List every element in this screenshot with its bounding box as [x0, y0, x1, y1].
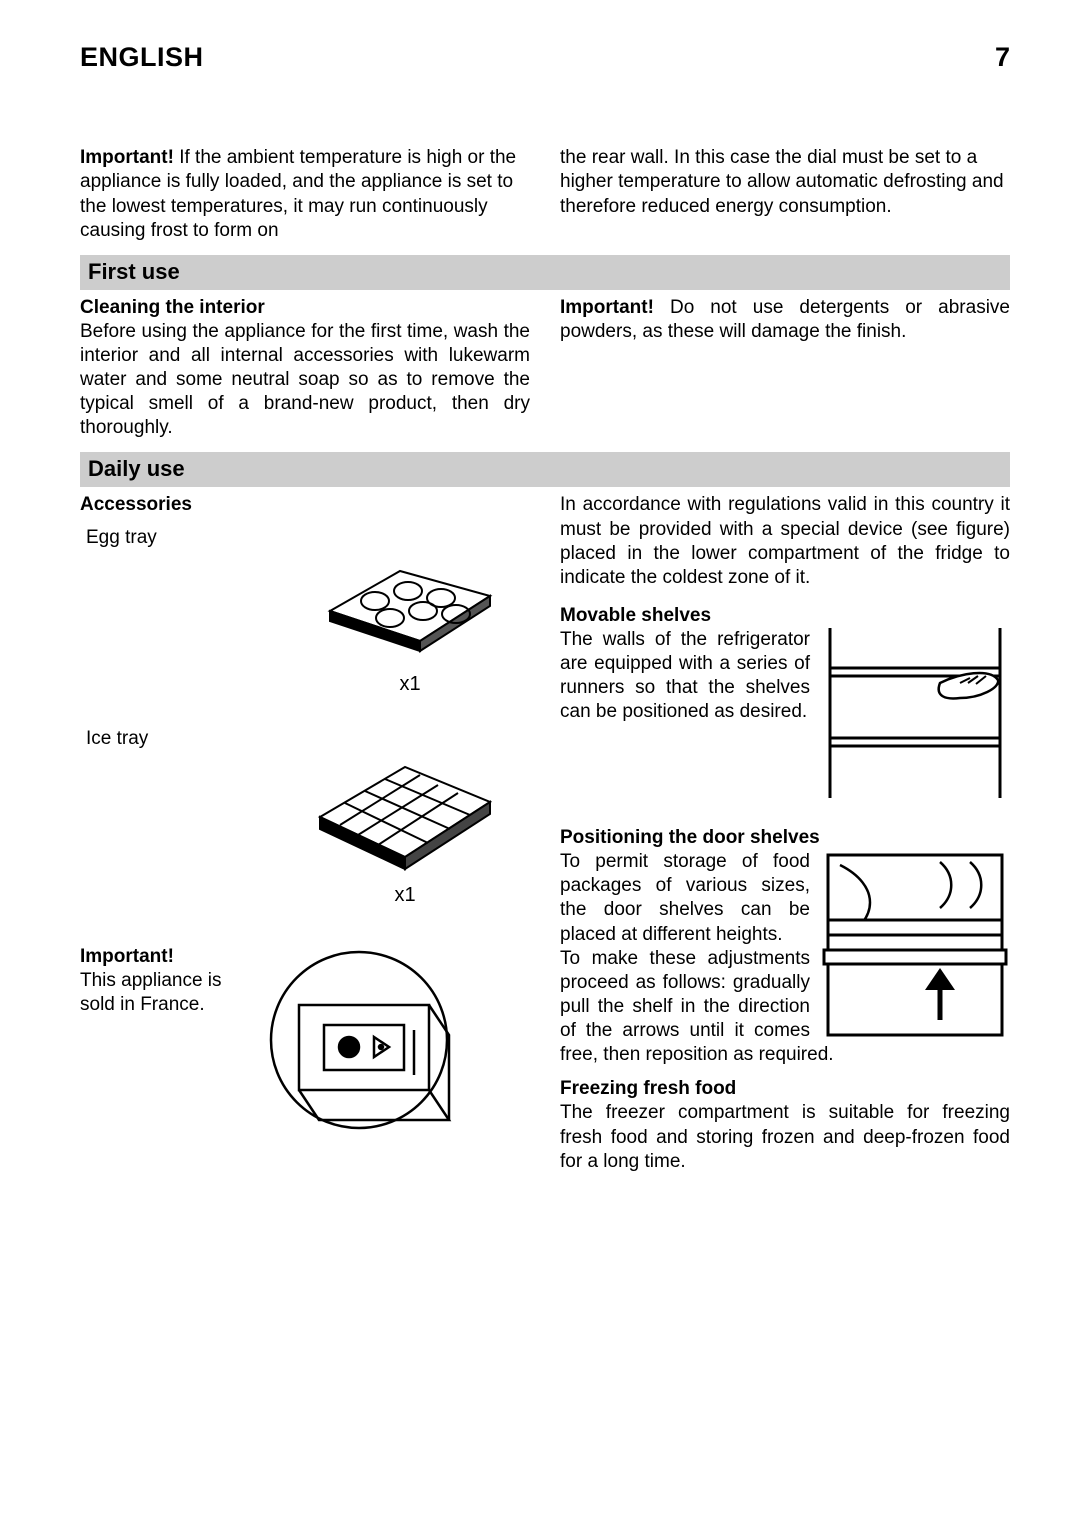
ice-tray-qty: x1	[310, 883, 500, 908]
first-use-important: Important! Do not use detergents or abra…	[560, 296, 1010, 344]
header-language: ENGLISH	[80, 40, 204, 74]
intro-strong: Important!	[80, 147, 174, 168]
section-daily-use: Daily use	[80, 452, 1010, 487]
egg-tray-row: Egg tray x1	[80, 526, 530, 698]
egg-tray-icon	[320, 556, 500, 666]
fridge-compartment-icon	[264, 945, 474, 1165]
intro-block: Important! If the ambient temperature is…	[80, 146, 1010, 243]
freezing-body: The freezer compartment is suitable for …	[560, 1101, 1010, 1173]
cleaning-interior-title: Cleaning the interior	[80, 296, 530, 320]
header-page-number: 7	[995, 40, 1010, 74]
movable-shelves-title: Movable shelves	[560, 604, 1010, 628]
accessories-title: Accessories	[80, 493, 530, 517]
egg-tray-label: Egg tray	[86, 526, 530, 550]
france-row: Important! This appliance is sold in Fra…	[80, 945, 530, 1165]
first-use-important-strong: Important!	[560, 297, 654, 318]
france-important-strong: Important!	[80, 945, 250, 969]
section-first-use: First use	[80, 255, 1010, 290]
egg-tray-qty: x1	[320, 672, 500, 697]
page-header: ENGLISH 7	[80, 40, 1010, 74]
intro-col1: Important! If the ambient temperature is…	[80, 146, 530, 243]
door-shelves-icon	[820, 850, 1010, 1040]
freezing-title: Freezing fresh food	[560, 1077, 1010, 1101]
intro-col2: the rear wall. In this case the dial mus…	[560, 146, 1010, 218]
ice-tray-label: Ice tray	[86, 727, 530, 751]
movable-shelves-block: The walls of the refrigerator are equipp…	[560, 628, 1010, 800]
cleaning-interior-body: Before using the appliance for the first…	[80, 320, 530, 441]
first-use-body: Cleaning the interior Before using the a…	[80, 296, 1010, 441]
door-shelves-block: To permit storage of food packages of va…	[560, 850, 1010, 1067]
daily-use-body: Accessories Egg tray	[80, 493, 1010, 1173]
france-important-text: This appliance is sold in France.	[80, 969, 250, 1017]
door-shelves-title: Positioning the door shelves	[560, 826, 1010, 850]
france-regulation-text: In accordance with regulations valid in …	[560, 493, 1010, 590]
ice-tray-icon	[310, 757, 500, 877]
ice-tray-row: Ice tray x1	[80, 727, 530, 909]
movable-shelves-icon	[820, 628, 1010, 798]
